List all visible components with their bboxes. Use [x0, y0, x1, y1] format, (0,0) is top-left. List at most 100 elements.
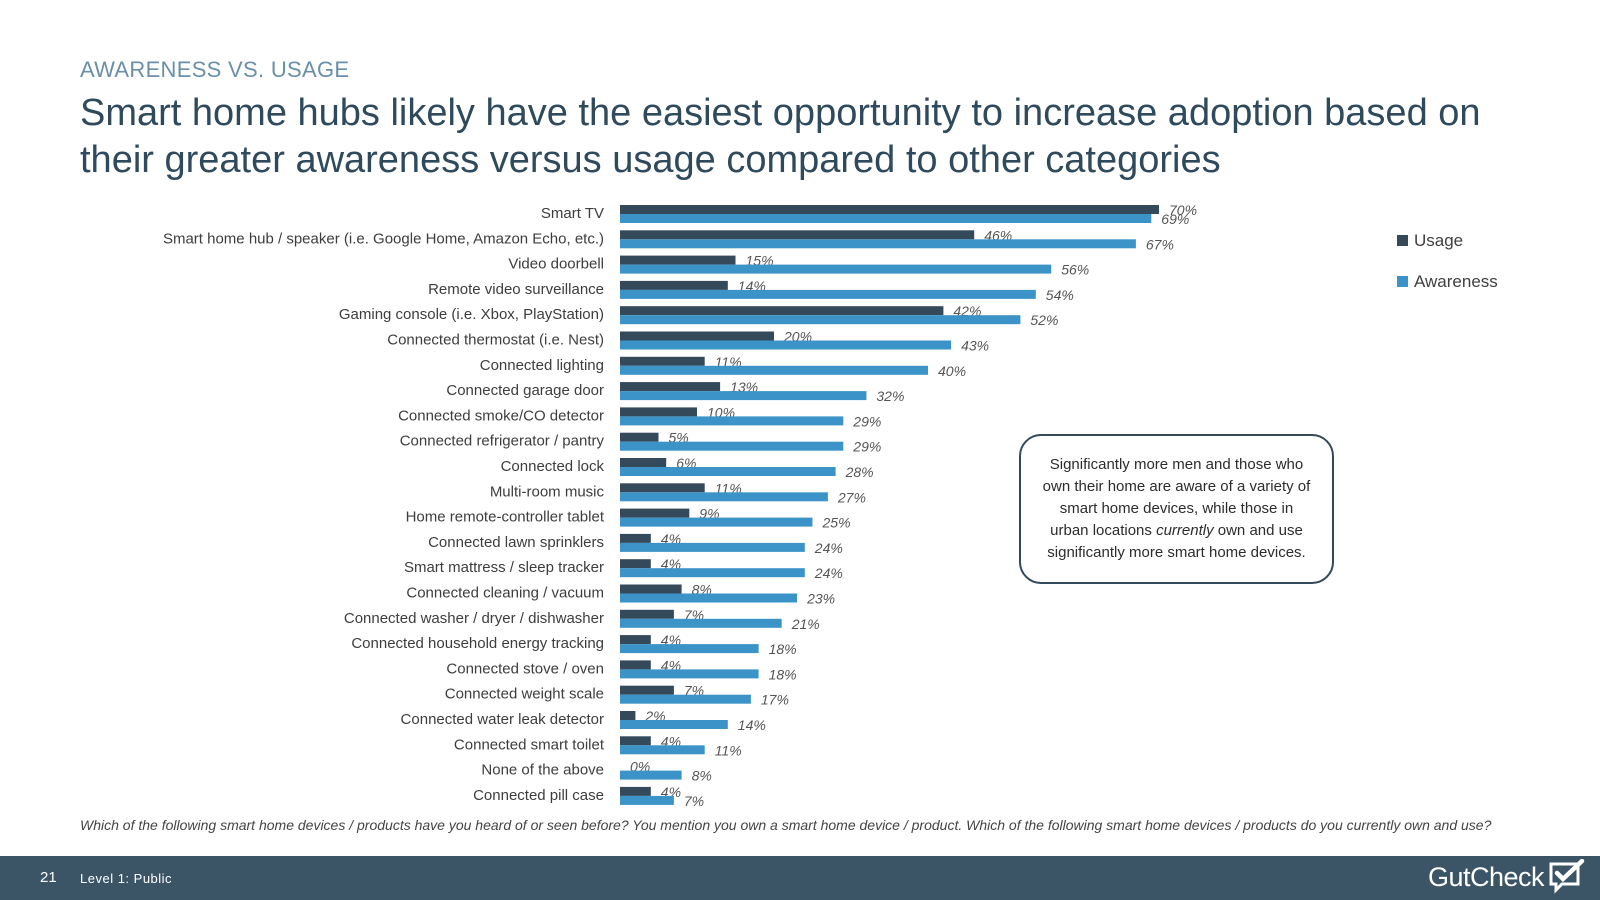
bar-awareness — [620, 694, 751, 704]
legend-label-awareness: Awareness — [1414, 271, 1498, 291]
bar-usage — [620, 407, 697, 417]
data-label-usage: 14% — [738, 278, 766, 294]
category-label: Connected smart toilet — [454, 736, 605, 753]
legend-swatch-awareness — [1397, 276, 1408, 287]
bar-awareness — [620, 492, 828, 502]
data-label-awareness: 14% — [738, 717, 766, 733]
bar-usage — [620, 609, 674, 619]
data-label-awareness: 54% — [1046, 287, 1074, 303]
category-label: Connected household energy tracking — [351, 635, 604, 652]
chart-legend: Usage Awareness — [1397, 220, 1498, 302]
category-label: Gaming console (i.e. Xbox, PlayStation) — [339, 306, 604, 323]
legend-swatch-usage — [1397, 235, 1408, 246]
page-number: 21 — [40, 869, 57, 886]
checkmark-speech-bubble-icon — [1549, 859, 1585, 894]
bar-usage — [620, 533, 651, 543]
page-title: Smart home hubs likely have the easiest … — [80, 92, 1481, 181]
data-label-awareness: 29% — [852, 413, 881, 429]
data-label-awareness: 18% — [769, 641, 797, 657]
bar-awareness — [620, 669, 759, 679]
bar-awareness — [620, 593, 798, 603]
data-label-awareness: 7% — [684, 793, 704, 809]
bar-awareness — [620, 467, 836, 476]
bar-awareness — [620, 542, 805, 552]
data-label-usage: 11% — [715, 354, 742, 370]
bar-awareness — [620, 239, 1136, 249]
bar-usage — [620, 458, 667, 467]
bar-awareness — [620, 745, 705, 755]
data-label-awareness: 27% — [837, 489, 866, 505]
data-label-awareness: 21% — [791, 616, 820, 632]
data-label-awareness: 24% — [814, 540, 843, 556]
callout-text-end: own and use significantly more smart hom… — [1047, 522, 1306, 561]
bar-awareness — [620, 644, 759, 654]
bar-awareness — [620, 618, 782, 628]
bar-usage — [620, 306, 944, 316]
bar-awareness — [620, 365, 928, 375]
category-label: Connected lawn sprinklers — [428, 534, 604, 551]
bar-usage — [620, 508, 690, 518]
data-label-awareness: 28% — [845, 464, 874, 480]
bar-usage — [620, 230, 975, 240]
data-label-awareness: 40% — [938, 363, 966, 379]
category-label: Connected refrigerator / pantry — [400, 433, 605, 450]
data-label-usage: 70% — [1169, 202, 1197, 218]
section-eyebrow: AWARENESS VS. USAGE — [80, 57, 350, 82]
callout-emphasis: currently — [1156, 522, 1214, 539]
callout-text-start: Significantly more men and those who own… — [1042, 456, 1311, 539]
bar-awareness — [620, 517, 813, 527]
category-label: Smart TV — [541, 205, 604, 222]
bar-usage — [620, 736, 651, 746]
category-label: Smart mattress / sleep tracker — [404, 559, 604, 576]
data-label-awareness: 18% — [769, 666, 797, 682]
bar-usage — [620, 559, 651, 569]
data-label-awareness: 43% — [961, 338, 989, 354]
bar-usage — [620, 382, 721, 392]
bar-awareness — [620, 441, 844, 451]
bar-usage — [620, 635, 651, 645]
category-label: None of the above — [481, 762, 604, 779]
bar-chart: Smart TV 70%69% Smart home hub / speaker (… — [163, 202, 1197, 809]
survey-question-footnote: Which of the following smart home device… — [80, 817, 1492, 833]
category-label: Connected lock — [501, 458, 605, 475]
category-label: Connected pill case — [473, 787, 604, 804]
category-label: Connected thermostat (i.e. Nest) — [387, 332, 604, 349]
bar-usage — [620, 711, 636, 720]
callout-text: Significantly more men and those who own… — [1039, 454, 1314, 564]
data-label-awareness: 25% — [822, 515, 851, 531]
data-label-usage: 9% — [699, 506, 719, 522]
logo-text: GutCheck — [1427, 861, 1545, 892]
category-label: Connected stove / oven — [446, 660, 604, 677]
bar-awareness — [620, 289, 1036, 299]
bar-usage — [620, 255, 736, 265]
bar-awareness — [620, 795, 674, 805]
bar-awareness — [620, 340, 952, 350]
data-label-usage: 4% — [661, 632, 681, 648]
bar-usage — [620, 356, 705, 366]
category-label: Connected garage door — [446, 382, 604, 399]
bar-usage — [620, 280, 728, 290]
data-label-awareness: 56% — [1061, 262, 1089, 278]
category-label: Multi-room music — [490, 483, 605, 500]
bar-awareness — [620, 264, 1052, 274]
data-label-awareness: 8% — [692, 768, 712, 784]
data-label-awareness: 29% — [852, 439, 881, 455]
bar-usage — [620, 660, 651, 670]
bar-awareness — [620, 391, 867, 401]
category-label: Home remote-controller tablet — [406, 509, 605, 526]
bar-usage — [620, 331, 774, 341]
bar-usage — [620, 786, 651, 796]
data-label-awareness: 24% — [814, 565, 843, 581]
bar-awareness — [620, 315, 1021, 325]
bar-awareness — [620, 770, 682, 780]
bar-usage — [620, 483, 705, 493]
data-label-awareness: 67% — [1146, 236, 1174, 252]
insight-callout: Significantly more men and those who own… — [1019, 434, 1334, 584]
footer-bar: 21 Level 1: Public GutCheck — [0, 856, 1600, 900]
bar-usage — [620, 584, 682, 594]
category-label: Connected cleaning / vacuum — [406, 585, 604, 602]
category-label: Remote video surveillance — [428, 281, 604, 298]
legend-item-awareness: Awareness — [1397, 261, 1498, 302]
bar-usage — [620, 205, 1159, 214]
data-label-awareness: 32% — [876, 388, 904, 404]
